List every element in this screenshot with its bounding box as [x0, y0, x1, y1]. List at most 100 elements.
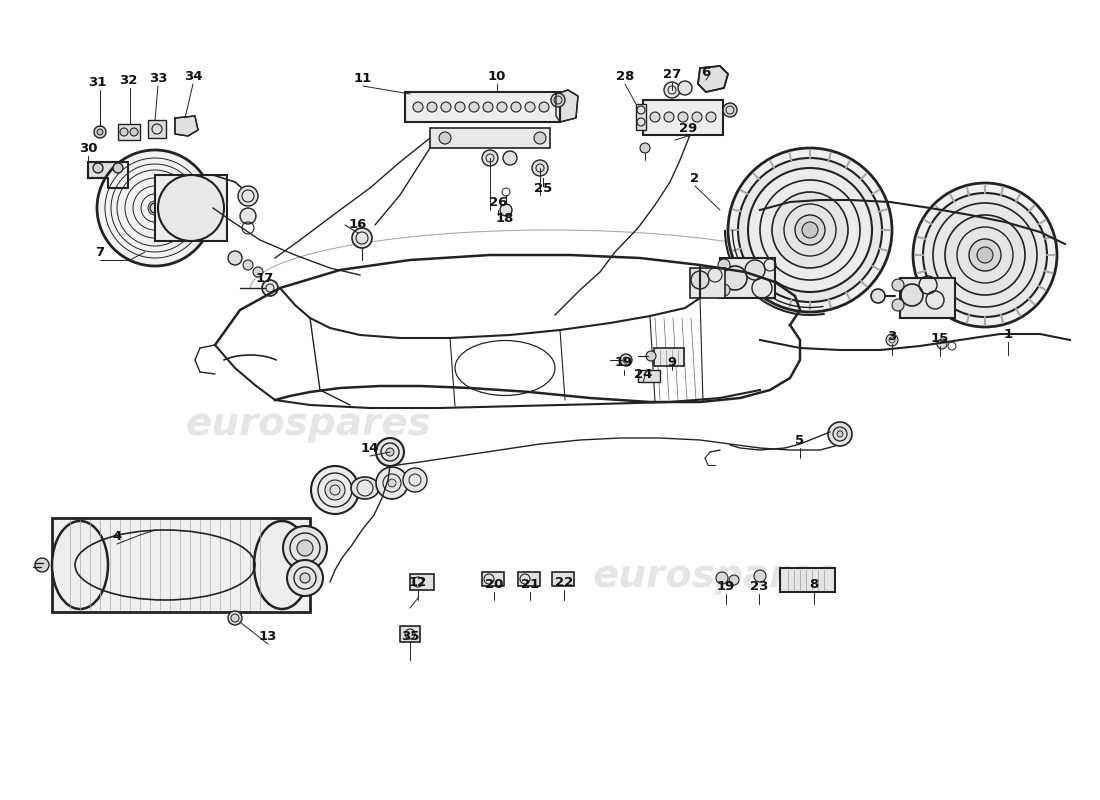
- Text: 29: 29: [679, 122, 697, 134]
- Circle shape: [969, 239, 1001, 271]
- Bar: [552, 572, 574, 586]
- Text: 19: 19: [717, 579, 735, 593]
- Text: 26: 26: [488, 195, 507, 209]
- Circle shape: [158, 175, 224, 241]
- Circle shape: [469, 102, 478, 112]
- Circle shape: [664, 112, 674, 122]
- Text: 35: 35: [400, 630, 419, 642]
- Circle shape: [503, 151, 517, 165]
- Circle shape: [386, 448, 394, 456]
- Bar: [780, 568, 835, 592]
- Bar: [148, 120, 166, 138]
- Circle shape: [497, 102, 507, 112]
- Text: 8: 8: [810, 578, 818, 590]
- Circle shape: [388, 479, 396, 487]
- Circle shape: [837, 431, 843, 437]
- Circle shape: [640, 143, 650, 153]
- Polygon shape: [698, 66, 728, 92]
- Circle shape: [728, 148, 892, 312]
- Circle shape: [427, 102, 437, 112]
- Circle shape: [376, 467, 408, 499]
- Circle shape: [716, 572, 728, 584]
- Bar: [518, 572, 540, 586]
- Circle shape: [678, 112, 688, 122]
- Text: 12: 12: [409, 575, 427, 589]
- Bar: [482, 572, 504, 586]
- Circle shape: [795, 215, 825, 245]
- Text: 10: 10: [487, 70, 506, 82]
- Circle shape: [828, 422, 852, 446]
- Text: 17: 17: [256, 271, 274, 285]
- Circle shape: [718, 284, 730, 296]
- Circle shape: [729, 575, 739, 585]
- Circle shape: [150, 203, 160, 213]
- Circle shape: [923, 193, 1047, 317]
- Text: 15: 15: [931, 331, 949, 345]
- Circle shape: [324, 480, 345, 500]
- Text: 25: 25: [534, 182, 552, 194]
- Circle shape: [238, 186, 258, 206]
- Circle shape: [97, 150, 213, 266]
- Text: 21: 21: [521, 578, 539, 590]
- Text: 5: 5: [795, 434, 804, 446]
- Circle shape: [483, 102, 493, 112]
- Polygon shape: [175, 116, 198, 136]
- Circle shape: [539, 102, 549, 112]
- Text: 22: 22: [554, 575, 573, 589]
- Text: 24: 24: [634, 367, 652, 381]
- Text: 30: 30: [79, 142, 97, 154]
- Bar: [410, 574, 435, 590]
- Ellipse shape: [52, 521, 108, 609]
- Text: 16: 16: [349, 218, 367, 231]
- Circle shape: [748, 168, 872, 292]
- Text: 27: 27: [663, 67, 681, 81]
- Circle shape: [534, 132, 546, 144]
- Circle shape: [297, 540, 313, 556]
- Text: 3: 3: [888, 330, 896, 342]
- Circle shape: [754, 570, 766, 582]
- Text: eurospares: eurospares: [592, 557, 838, 595]
- Circle shape: [482, 150, 498, 166]
- Text: 18: 18: [496, 211, 514, 225]
- Text: eurospares: eurospares: [185, 405, 431, 443]
- Bar: [644, 100, 723, 135]
- Circle shape: [738, 158, 882, 302]
- Text: 34: 34: [184, 70, 202, 82]
- Circle shape: [287, 560, 323, 596]
- Bar: [638, 370, 660, 382]
- Text: 31: 31: [88, 75, 107, 89]
- Text: 32: 32: [119, 74, 138, 86]
- Circle shape: [620, 354, 632, 366]
- Circle shape: [723, 266, 747, 290]
- Circle shape: [664, 82, 680, 98]
- Circle shape: [945, 215, 1025, 295]
- Bar: [400, 626, 420, 642]
- Circle shape: [691, 271, 710, 289]
- Circle shape: [802, 222, 818, 238]
- Bar: [654, 348, 684, 366]
- Bar: [405, 92, 560, 122]
- Circle shape: [892, 279, 904, 291]
- Circle shape: [283, 526, 327, 570]
- Circle shape: [886, 334, 898, 346]
- Polygon shape: [88, 162, 128, 188]
- Bar: [430, 128, 550, 148]
- Text: 6: 6: [702, 66, 711, 78]
- Circle shape: [718, 259, 730, 271]
- Circle shape: [94, 126, 106, 138]
- Circle shape: [441, 102, 451, 112]
- Text: 9: 9: [668, 355, 676, 369]
- Bar: [155, 175, 227, 241]
- Circle shape: [243, 260, 253, 270]
- Circle shape: [376, 438, 404, 466]
- Circle shape: [403, 468, 427, 492]
- Circle shape: [97, 129, 103, 135]
- Circle shape: [772, 192, 848, 268]
- Text: 28: 28: [616, 70, 635, 82]
- Text: 7: 7: [96, 246, 104, 258]
- Polygon shape: [556, 90, 578, 122]
- Bar: [636, 104, 646, 130]
- Circle shape: [892, 299, 904, 311]
- Circle shape: [113, 163, 123, 173]
- Bar: [52, 518, 310, 612]
